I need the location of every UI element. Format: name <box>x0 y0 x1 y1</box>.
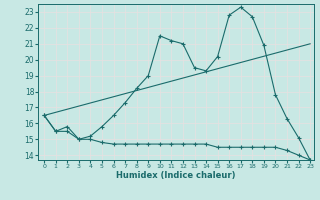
X-axis label: Humidex (Indice chaleur): Humidex (Indice chaleur) <box>116 171 236 180</box>
